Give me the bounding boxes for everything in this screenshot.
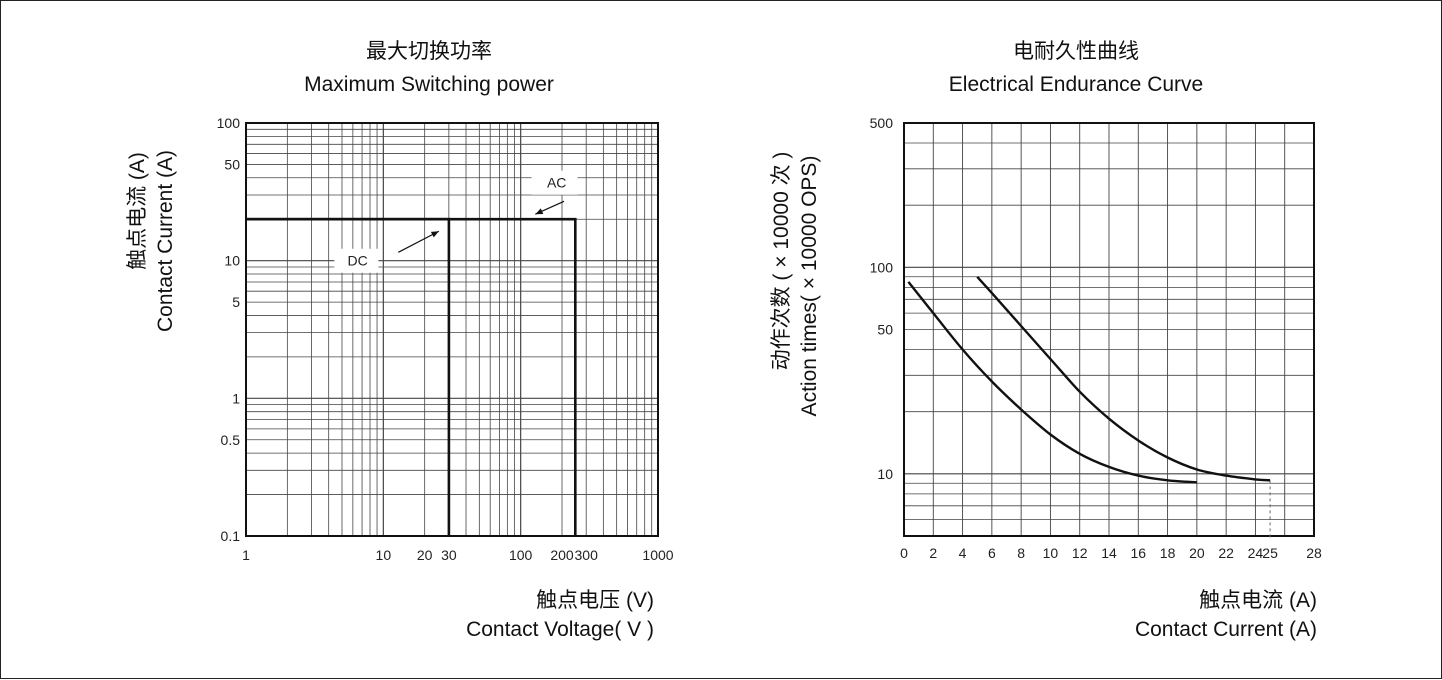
left-xtick-label: 30	[441, 547, 457, 563]
right-xtick-label: 0	[900, 545, 908, 561]
right-series-1-curve	[907, 281, 1197, 484]
left-series-ac-line	[246, 217, 577, 536]
left-xtick-label: 20	[417, 547, 433, 563]
right-xtick-label: 28	[1306, 545, 1322, 561]
left-xtick-label: 200	[550, 547, 574, 563]
right-plot-frame	[903, 122, 1315, 537]
left-chart-title-cn: 最大切换功率	[366, 40, 492, 63]
left-xtick-label: 100	[509, 547, 533, 563]
right-chart-xlabel-cn: 触点电流 (A)	[1199, 589, 1317, 612]
left-annotation-dc-arrow-head	[430, 231, 439, 238]
right-chart-xlabel: Contact Current (A)	[1135, 618, 1317, 641]
right-xtick-label: 24	[1248, 545, 1264, 561]
left-ytick-label: 50	[224, 156, 240, 172]
left-chart-xlabel-cn: 触点电压 (V)	[536, 589, 654, 612]
right-chart-title-cn: 电耐久性曲线	[1013, 40, 1139, 63]
right-xtick-label: 22	[1218, 545, 1234, 561]
left-annotation-dc: DC	[348, 253, 368, 269]
left-annotation-dc-arrow-shaft	[398, 230, 440, 253]
right-xtick-label: 8	[1017, 545, 1025, 561]
left-chart-ylabel-cn: 触点电流 (A)	[126, 152, 149, 270]
left-annotation-ac-arrow-head	[535, 208, 544, 215]
left-ytick-label: 1	[232, 390, 240, 406]
right-series-2-curve	[976, 275, 1271, 482]
left-xtick-label: 300	[575, 547, 599, 563]
left-dc-label-bg	[334, 248, 379, 273]
left-xtick-label: 10	[376, 547, 392, 563]
right-xtick-label: 4	[959, 545, 967, 561]
left-xtick-label: 1000	[642, 547, 673, 563]
right-xtick-label: 20	[1189, 545, 1205, 561]
left-plot-frame	[245, 122, 659, 537]
right-ytick-label: 10	[877, 466, 893, 482]
right-ytick-label: 100	[870, 259, 894, 275]
right-chart-ylabel: Action times( × 10000 OPS)	[798, 156, 821, 417]
right-xtick-label: 16	[1130, 545, 1146, 561]
right-chart-ylabel-cn: 动作次数 ( × 10000 次 )	[770, 152, 793, 371]
left-ytick-label: 0.1	[221, 528, 241, 544]
left-ytick-label: 100	[217, 115, 241, 131]
right-ytick-label: 50	[877, 322, 893, 338]
right-xtick-label: 10	[1043, 545, 1059, 561]
right-ytick-label: 500	[870, 115, 894, 131]
left-ac-label-bg	[531, 170, 578, 195]
right-xtick-label: 18	[1160, 545, 1176, 561]
left-chart-title: Maximum Switching power	[304, 73, 554, 96]
right-xtick-label: 14	[1101, 545, 1117, 561]
left-chart-xlabel: Contact Voltage( V )	[466, 618, 654, 641]
right-xtick-label: 6	[988, 545, 996, 561]
left-ytick-label: 10	[224, 253, 240, 269]
right-chart-title: Electrical Endurance Curve	[949, 73, 1203, 96]
left-chart-ylabel: Contact Current (A)	[154, 150, 177, 332]
left-xtick-label: 1	[242, 547, 250, 563]
left-plot-area: AC DC 1 10 20 30 100 200 300 1000 0.1 0.5 1 5 10 50 100	[217, 115, 674, 563]
right-xtick-label: 12	[1072, 545, 1088, 561]
left-ytick-label: 0.5	[221, 432, 241, 448]
left-annotation-ac: AC	[547, 174, 566, 190]
left-ytick-label: 5	[232, 294, 240, 310]
right-xtick-label: 25	[1262, 545, 1278, 561]
right-xtick-label: 2	[929, 545, 937, 561]
